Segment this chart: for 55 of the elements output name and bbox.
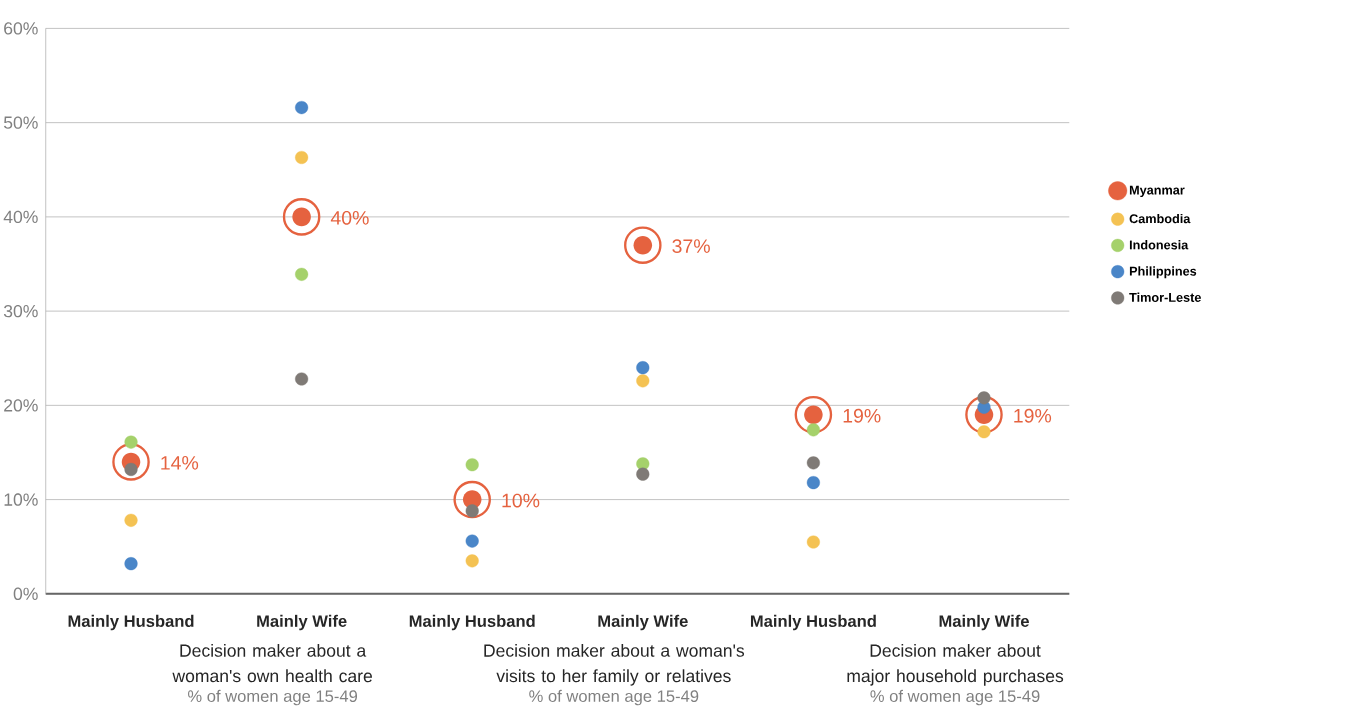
point (465, 554, 479, 568)
y-tick-label: 60% (4, 22, 38, 35)
legend-label: Philippines (1129, 266, 1197, 279)
point (794, 396, 833, 434)
text: % of women age 15-49 (188, 690, 358, 706)
legend-label: Timor-Leste (1129, 292, 1201, 303)
point (806, 476, 820, 490)
point (977, 425, 991, 439)
legend-label: Cambodia (1129, 214, 1191, 224)
legend-label: Myanmar (1129, 185, 1185, 198)
point (465, 504, 479, 518)
point (124, 435, 138, 449)
point (124, 463, 138, 477)
y-tick-label: 10% (4, 493, 38, 506)
text: Decision maker about a woman's visits to her family or relatives (484, 644, 745, 686)
data-label: 37% (672, 239, 710, 254)
data-label: 10% (502, 493, 540, 508)
x-tick-label: Mainly Husband (68, 614, 194, 631)
point (465, 534, 479, 548)
x-tick-label: Mainly Husband (750, 614, 876, 631)
point (124, 513, 138, 528)
point (295, 151, 309, 165)
data-label: 14% (161, 456, 199, 470)
y-tick-label: 40% (3, 210, 38, 224)
point (806, 456, 820, 470)
point (806, 423, 820, 437)
y-tick-label: 0% (13, 587, 38, 601)
x-tick-label: Mainly Wife (257, 614, 347, 631)
data-label: 19% (1014, 409, 1052, 423)
point (806, 535, 820, 549)
point (465, 458, 479, 472)
point (295, 372, 309, 386)
y-tick-label: 30% (3, 305, 38, 318)
x-tick-label: Mainly Husband (409, 614, 535, 631)
point (977, 391, 991, 405)
point (295, 101, 309, 115)
text: % of women age 15-49 (870, 690, 1040, 706)
point (124, 557, 138, 571)
x-tick-label: Mainly Wife (939, 614, 1029, 631)
data-label: 40% (330, 211, 369, 225)
text: % of women age 15-49 (529, 690, 699, 706)
legend-label: Indonesia (1129, 240, 1189, 250)
point (636, 374, 650, 388)
y-tick-label: 20% (4, 399, 38, 412)
x-tick-label: Mainly Wife (598, 614, 688, 631)
point (295, 267, 309, 282)
point (453, 480, 491, 519)
point (624, 226, 662, 265)
data-label: 19% (843, 409, 881, 423)
point (636, 361, 650, 375)
point (282, 198, 321, 236)
text: Decision maker about major household purchases (847, 644, 1064, 686)
text: Decision maker about a woman's own health care (172, 644, 372, 683)
point (636, 467, 650, 481)
y-tick-label: 50% (3, 116, 38, 130)
